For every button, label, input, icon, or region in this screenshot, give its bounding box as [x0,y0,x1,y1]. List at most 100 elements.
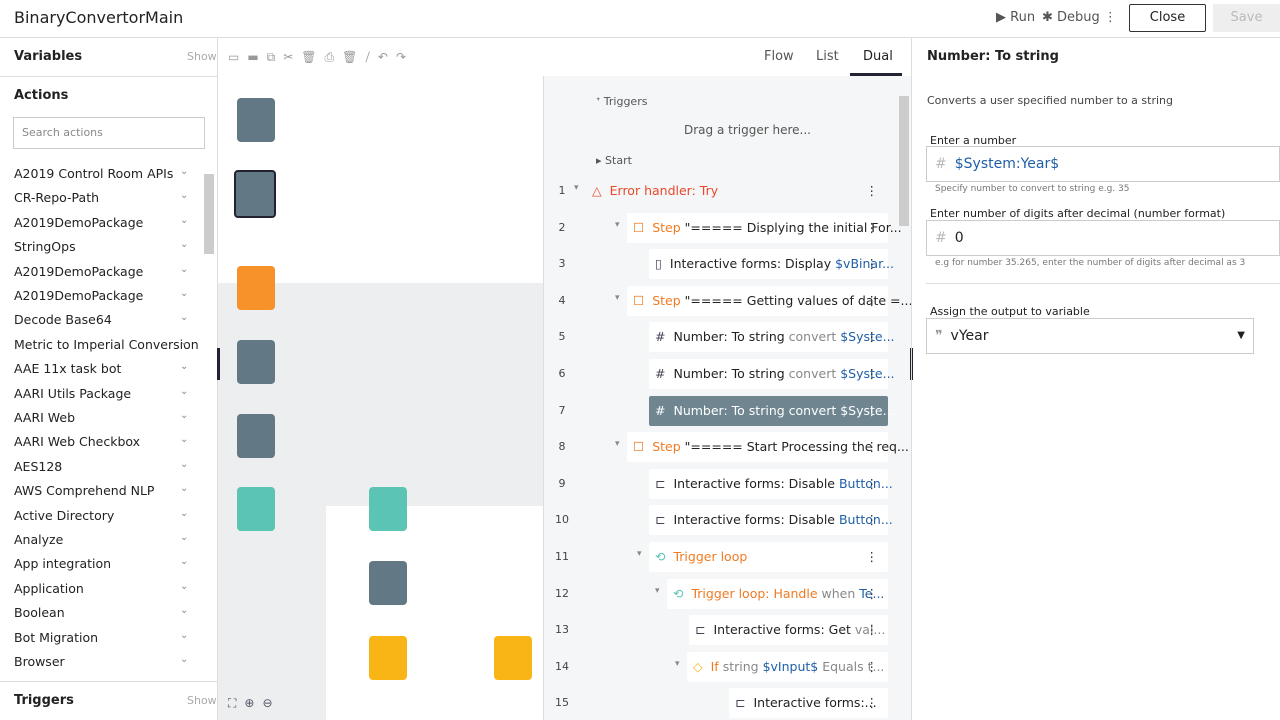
chevron[interactable]: ⌄ [180,214,189,226]
digits-input[interactable]: #0 [926,220,1280,256]
save-button[interactable]: Save [1213,4,1280,32]
row-menu[interactable]: ⋮ [865,658,879,674]
input-value[interactable]: 0 [954,230,964,246]
chevron[interactable]: ⌄ [180,556,189,568]
flow-node[interactable] [237,98,275,142]
triggers-heading[interactable]: Triggers [14,693,74,708]
run-label[interactable]: Run [1010,10,1036,25]
action-row[interactable]: ☐ Step "===== Displying the initial For..… [627,212,902,243]
action-row[interactable]: ▯ Interactive forms: Display $vBinar... ⋮ [649,249,894,280]
chevron[interactable]: ⌄ [180,605,189,617]
flow-node[interactable] [369,561,407,605]
action-item[interactable]: Decode Base64 [14,312,112,328]
row-menu[interactable]: ⋮ [865,439,879,455]
chevron[interactable]: ⌄ [180,239,189,251]
collapse-arrow[interactable]: ▾ [615,439,620,450]
debug-button[interactable]: ✱ Debug ⋮ [1042,10,1117,25]
view-tab[interactable]: Flow [764,49,794,64]
close-button[interactable]: Close [1129,4,1206,32]
chevron[interactable]: ⌄ [180,361,189,373]
variables-heading[interactable]: Variables [14,49,83,64]
collapse-arrow[interactable]: ▾ [574,183,579,193]
action-item[interactable]: AARI Web Checkbox [14,434,141,450]
chevron[interactable]: ⌄ [180,190,189,202]
chevron[interactable]: ⌄ [180,410,189,421]
action-item[interactable]: Active Directory [14,507,115,523]
row-menu[interactable]: ⋮ [865,622,879,638]
action-item[interactable]: AES128 [14,458,63,474]
collapse-arrow[interactable]: ▾ [637,549,642,559]
action-item[interactable]: AWS Comprehend NLP [14,483,155,499]
collapse-arrow[interactable]: ▾ [615,219,620,230]
action-item[interactable]: A2019DemoPackage [14,288,144,303]
chevron[interactable]: ⌄ [180,312,189,324]
chevron[interactable]: ⌄ [180,654,189,665]
action-item[interactable]: Analyze [14,532,64,547]
toolbar-icons[interactable]: ▭▬⧉✂🗑⎙🗑⧸↶↷ [228,50,415,64]
action-row[interactable]: ⟲ Trigger loop ⋮ [649,542,888,572]
action-item[interactable]: AARI Utils Package [14,385,132,401]
flow-node[interactable] [369,636,407,680]
view-tab[interactable]: Dual [863,49,893,64]
flow-node[interactable] [369,487,407,531]
action-item[interactable]: CR-Repo-Path [14,190,100,206]
flow-node[interactable] [237,487,275,531]
flow-node[interactable] [237,266,275,310]
action-item[interactable]: Metric to Imperial Conversion [14,336,199,352]
action-row[interactable]: ☐ Step "===== Getting values of date =...… [627,285,912,316]
row-menu[interactable]: ⋮ [865,256,879,272]
row-menu[interactable]: ⋮ [865,329,879,345]
action-row[interactable]: ◇ If string $vInput$ Equals t... ⋮ [687,651,888,682]
collapse-arrow[interactable]: ▾ [615,292,620,303]
row-menu[interactable]: ⋮ [865,219,879,235]
run-button[interactable]: ▶ Run [996,10,1036,25]
row-menu[interactable]: ⋮ [865,475,879,491]
input-value[interactable]: $System:Year$ [954,156,1060,172]
chevron[interactable]: ⌄ [180,458,189,470]
debug-label[interactable]: Debug [1057,10,1100,25]
action-row[interactable]: △ Error handler: Try ⋮ [586,176,888,206]
view-tab[interactable]: List [816,49,839,64]
chevron[interactable]: ⌄ [180,434,189,446]
chevron[interactable]: ⌄ [180,385,189,397]
action-item[interactable]: Application [14,580,84,596]
chevron[interactable]: ⌄ [180,263,189,275]
action-item[interactable]: AAE 11x task bot [14,361,122,377]
action-row[interactable]: ☐ Step "===== Start Processing the req...… [627,432,909,463]
chevron[interactable]: ⌄ [180,288,189,299]
action-row[interactable]: ⊏ Interactive forms:... ⋮ [729,688,888,719]
action-item[interactable]: A2019 Control Room APIs [14,166,174,181]
search-box[interactable]: Search actions [13,117,205,149]
action-item[interactable]: A2019DemoPackage [14,214,144,230]
action-row[interactable]: # Number: To string convert $Syste... ⋮ [649,395,895,426]
action-item[interactable]: StringOps [14,239,76,255]
number-input[interactable]: # $System:Year$ [926,146,1280,182]
row-menu[interactable]: ⋮ [865,585,879,601]
action-row[interactable]: ⊏ Interactive forms: Get val... ⋮ [689,615,888,646]
collapse-arrow[interactable]: ▾ [675,658,680,669]
row-menu[interactable]: ⋮ [865,366,879,381]
action-row[interactable]: ⊏ Interactive forms: Disable Button... ⋮ [649,505,893,536]
select-value[interactable]: vYear [950,328,989,344]
chevron[interactable]: ⌄ [180,580,189,592]
row-menu[interactable]: ⋮ [865,695,879,711]
row-menu[interactable]: ⋮ [865,512,879,528]
variables-show[interactable]: Show [187,50,217,63]
action-row[interactable]: # Number: To string convert $Syste... ⋮ [649,322,895,353]
action-row[interactable]: # Number: To string convert $Syste... ⋮ [649,359,895,389]
chevron[interactable]: ⌄ [180,629,189,641]
chevron[interactable]: ⌄ [180,507,189,519]
flow-node[interactable] [234,170,276,218]
action-row[interactable]: ⊏ Interactive forms: Disable Button... ⋮ [649,468,893,499]
triggers-show[interactable]: Show [187,694,217,707]
action-row[interactable]: ⟲ Trigger loop: Handle when Te... ⋮ [667,578,888,609]
action-item[interactable]: Bot Migration [14,629,99,645]
chevron[interactable]: ⌄ [180,336,189,348]
zoom-controls[interactable]: ⛶⊕⊖ [228,696,281,710]
flow-node[interactable] [237,340,275,384]
row-menu[interactable]: ⋮ [865,402,879,418]
output-select[interactable]: ❞ vYear ▼ [926,318,1254,354]
chevron[interactable]: ⌄ [180,166,189,177]
flow-node[interactable] [237,414,275,458]
row-menu[interactable]: ⋮ [865,183,879,198]
